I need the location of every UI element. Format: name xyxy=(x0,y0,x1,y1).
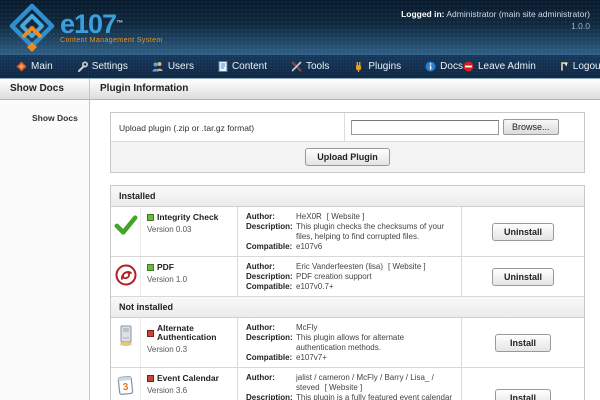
nav-item-main[interactable]: Main xyxy=(16,61,53,72)
uninstall-button[interactable]: Uninstall xyxy=(491,267,554,286)
nav-item-docs[interactable]: Docs xyxy=(425,61,463,72)
app-header: e107™ Content Management System Logged i… xyxy=(0,0,600,55)
website-link[interactable]: [ Website ] xyxy=(324,383,363,392)
install-button[interactable]: Install xyxy=(495,333,551,352)
section-header-installed: Installed xyxy=(111,186,584,207)
nav-item-settings[interactable]: Settings xyxy=(77,61,128,72)
version-number: 1.0.0 xyxy=(571,21,590,31)
nav-item-leave-admin[interactable]: Leave Admin xyxy=(463,61,536,72)
checkmark-icon xyxy=(114,215,137,235)
section-header-not-installed: Not installed xyxy=(111,297,584,318)
nav-item-users[interactable]: Users xyxy=(152,61,194,72)
nav-item-tools[interactable]: Tools xyxy=(291,61,329,72)
plugin-compatible: e107v0.7+ xyxy=(296,282,334,291)
plugin-mini-icon xyxy=(147,329,154,337)
calendar-icon: 3 xyxy=(117,375,134,395)
plugin-mini-icon xyxy=(147,375,154,382)
sidebar: Show Docs Show Docs xyxy=(0,79,90,400)
plugin-row-alternate-authentication: Alternate Authentication Version 0.3 Aut… xyxy=(111,318,584,368)
upload-plugin-form: Upload plugin (.zip or .tar.gz format) B… xyxy=(110,112,585,173)
main-area: Plugin Information Upload plugin (.zip o… xyxy=(90,79,600,400)
plugin-description: PDF creation support xyxy=(296,272,372,281)
plugin-compatible: e107v7+ xyxy=(296,353,327,362)
plugin-name: Event Calendar xyxy=(157,373,219,383)
trademark-symbol: ™ xyxy=(116,20,123,27)
plugin-compatible: e107v6 xyxy=(296,242,323,251)
page-icon xyxy=(218,61,228,72)
e107-logo: e107™ Content Management System xyxy=(8,3,163,53)
page-body: Show Docs Show Docs Plugin Information U… xyxy=(0,79,600,400)
tools-icon xyxy=(291,61,302,72)
logged-in-info: Logged in: Administrator (main site admi… xyxy=(401,8,590,32)
logo-tagline: Content Management System xyxy=(60,37,163,44)
info-icon xyxy=(425,61,436,72)
plugin-version: Version 0.3 xyxy=(147,345,188,354)
wrench-icon xyxy=(77,61,88,72)
plugin-name: Integrity Check xyxy=(157,212,219,222)
uninstall-button[interactable]: Uninstall xyxy=(491,222,554,241)
plugin-version: Version 0.03 xyxy=(147,225,192,234)
nav-item-plugins[interactable]: Plugins xyxy=(353,61,401,72)
upload-plugin-button[interactable]: Upload Plugin xyxy=(305,148,390,166)
main-icon xyxy=(16,61,27,72)
upload-file-input[interactable] xyxy=(351,119,499,135)
plugin-mini-icon xyxy=(147,214,154,221)
plugins-table: Installed Integrity Check Version 0.03 A… xyxy=(110,185,585,400)
logged-in-label: Logged in: xyxy=(401,9,445,19)
sidebar-item-show-docs[interactable]: Show Docs xyxy=(32,113,78,123)
plugin-row-event-calendar: 3 Event Calendar Version 3.6 Author: jali… xyxy=(111,368,584,400)
browse-button[interactable]: Browse... xyxy=(503,119,559,135)
plugin-name: Alternate Authentication xyxy=(157,323,217,342)
logged-in-user: Administrator (main site administrator) xyxy=(444,9,590,19)
pdf-icon xyxy=(115,264,136,286)
plugin-author: Eric Vanderfeesten (lisa) xyxy=(296,262,383,271)
plugin-row-integrity-check: Integrity Check Version 0.03 Author: HeX0… xyxy=(111,207,584,257)
users-icon xyxy=(152,62,163,72)
leave-admin-icon xyxy=(463,61,474,72)
website-link[interactable]: [ Website ] xyxy=(388,262,426,271)
plugin-author: jalist / cameron / McFly / Barry / Lisa_… xyxy=(296,373,434,392)
plugin-author: McFly xyxy=(296,323,318,332)
admin-navbar: Main Settings Users Content Tools Plugin… xyxy=(0,55,600,79)
nav-item-content[interactable]: Content xyxy=(218,61,267,72)
plugin-description: This plugin allows for alternate authent… xyxy=(296,333,405,352)
plugin-author: HeX0R xyxy=(296,212,322,221)
nav-item-logout[interactable]: Logout xyxy=(558,61,600,72)
install-button[interactable]: Install xyxy=(495,389,551,400)
plugin-description: This plugin is a fully featured event ca… xyxy=(296,393,453,400)
computer-tower-icon xyxy=(119,325,132,346)
upload-label: Upload plugin (.zip or .tar.gz format) xyxy=(111,113,344,142)
plugin-mini-icon xyxy=(147,264,154,271)
plugin-description: This plugin checks the checksums of your… xyxy=(296,222,445,241)
plugin-version: Version 1.0 xyxy=(147,275,188,284)
plugin-row-pdf: PDF Version 1.0 Author: Eric Vanderfeeste… xyxy=(111,257,584,297)
page-title: Plugin Information xyxy=(90,79,600,100)
logout-icon xyxy=(560,62,568,71)
e107-logo-icon xyxy=(9,3,55,52)
svg-text:3: 3 xyxy=(122,382,129,394)
logo-text: e107™ xyxy=(60,9,123,39)
sidebar-header: Show Docs xyxy=(0,79,89,100)
website-link[interactable]: [ Website ] xyxy=(326,212,365,221)
plugin-version: Version 3.6 xyxy=(147,386,188,395)
plugin-name: PDF xyxy=(157,262,174,272)
plug-icon xyxy=(356,62,362,72)
